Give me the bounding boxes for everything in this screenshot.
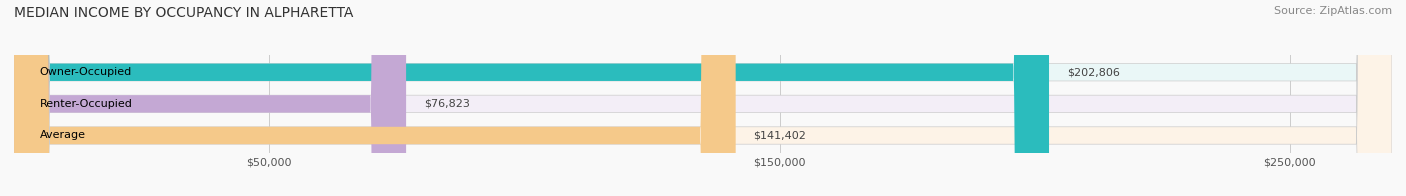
- FancyBboxPatch shape: [14, 0, 735, 196]
- Text: MEDIAN INCOME BY OCCUPANCY IN ALPHARETTA: MEDIAN INCOME BY OCCUPANCY IN ALPHARETTA: [14, 6, 353, 20]
- FancyBboxPatch shape: [14, 0, 1392, 196]
- FancyBboxPatch shape: [14, 0, 1392, 196]
- Text: $141,402: $141,402: [754, 131, 807, 141]
- FancyBboxPatch shape: [14, 0, 1049, 196]
- Text: $202,806: $202,806: [1067, 67, 1119, 77]
- Text: Owner-Occupied: Owner-Occupied: [39, 67, 132, 77]
- Text: Average: Average: [39, 131, 86, 141]
- Text: Source: ZipAtlas.com: Source: ZipAtlas.com: [1274, 6, 1392, 16]
- Text: Renter-Occupied: Renter-Occupied: [39, 99, 132, 109]
- FancyBboxPatch shape: [14, 0, 406, 196]
- FancyBboxPatch shape: [14, 0, 1392, 196]
- Text: $76,823: $76,823: [425, 99, 470, 109]
